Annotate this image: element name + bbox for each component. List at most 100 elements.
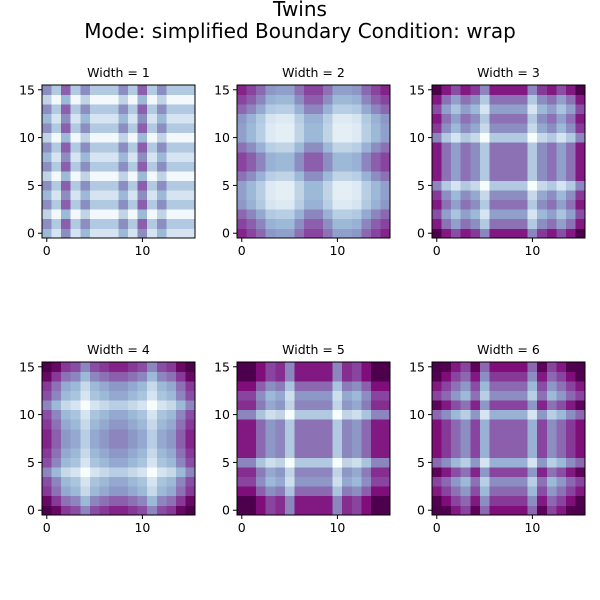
- heatmap-cell: [128, 390, 138, 401]
- heatmap-cell: [185, 132, 196, 143]
- heatmap-cell: [137, 85, 148, 95]
- heatmap-cell: [546, 438, 557, 449]
- heatmap-cell: [479, 123, 490, 134]
- heatmap-cell: [380, 505, 391, 516]
- heatmap-cell: [508, 371, 519, 382]
- heatmap-cell: [518, 142, 528, 153]
- heatmap-cell: [303, 142, 314, 153]
- heatmap-cell: [128, 409, 138, 420]
- heatmap-cell: [265, 390, 276, 401]
- heatmap-cell: [99, 199, 110, 210]
- heatmap-cell: [470, 476, 481, 487]
- heatmap-cell: [537, 362, 548, 372]
- heatmap-cell: [556, 199, 567, 210]
- heatmap-cell: [175, 457, 186, 468]
- heatmap-cell: [565, 400, 576, 411]
- heatmap-cell: [275, 409, 286, 420]
- heatmap-cell: [556, 161, 567, 172]
- heatmap-cell: [498, 438, 509, 449]
- heatmap-cell: [42, 400, 52, 411]
- heatmap-cell: [275, 104, 286, 115]
- heatmap-cell: [118, 448, 129, 458]
- heatmap-cell: [489, 371, 500, 382]
- heatmap-cell: [303, 104, 314, 115]
- heatmap-cell: [256, 113, 267, 124]
- heatmap-cell: [479, 448, 490, 458]
- heatmap-cell: [527, 457, 538, 468]
- heatmap-cell: [451, 486, 462, 497]
- heatmap-cell: [351, 180, 362, 191]
- heatmap-cells: [432, 362, 586, 516]
- heatmap-cell: [70, 104, 81, 115]
- heatmap-cell: [137, 209, 148, 220]
- heatmap-cell: [370, 209, 381, 220]
- heatmap-cell: [284, 505, 295, 516]
- heatmap-cell: [556, 218, 567, 229]
- heatmap-cell: [99, 467, 110, 478]
- y-tick-label: 5: [27, 178, 35, 193]
- heatmap-cell: [294, 228, 305, 239]
- heatmap-cell: [323, 362, 333, 372]
- heatmap-cell: [323, 457, 333, 468]
- heatmap-cell: [147, 438, 158, 449]
- heatmap-cell: [265, 85, 276, 95]
- heatmap-cell: [441, 104, 452, 115]
- heatmap-cell: [42, 409, 52, 420]
- heatmap-cell: [128, 142, 138, 153]
- heatmap-cell: [537, 495, 548, 506]
- heatmap-cell: [565, 428, 576, 439]
- heatmap-cell: [294, 495, 305, 506]
- heatmap-cell: [332, 94, 343, 105]
- heatmap-cell: [489, 486, 500, 497]
- heatmap-cell: [166, 132, 177, 143]
- heatmap-cell: [351, 428, 362, 439]
- heatmap-cell: [432, 218, 442, 229]
- heatmap-cell: [380, 409, 391, 420]
- heatmap-cell: [61, 209, 72, 220]
- heatmap-cell: [42, 161, 52, 172]
- heatmap-cell: [303, 199, 314, 210]
- heatmap-cell: [432, 132, 442, 143]
- heatmap-cell: [185, 180, 196, 191]
- x-tick-label: 10: [524, 243, 540, 258]
- heatmap-cell: [546, 505, 557, 516]
- heatmap-cell: [99, 409, 110, 420]
- heatmap-cell: [575, 199, 586, 210]
- heatmap-cell: [42, 467, 52, 478]
- heatmap-cell: [498, 505, 509, 516]
- heatmap-cell: [70, 362, 81, 372]
- heatmap-cell: [565, 419, 576, 430]
- y-tick-label: 10: [214, 130, 230, 145]
- heatmap-cell: [546, 476, 557, 487]
- heatmap-cell: [61, 123, 72, 134]
- heatmap-cell: [80, 467, 91, 478]
- heatmap-cell: [156, 209, 167, 220]
- heatmap-cell: [351, 438, 362, 449]
- heatmap-cell: [137, 171, 148, 181]
- heatmap-cell: [451, 505, 462, 516]
- heatmap-cell: [342, 132, 353, 143]
- heatmap-cell: [332, 142, 343, 153]
- heatmap-cell: [451, 190, 462, 201]
- heatmap-cell: [108, 218, 119, 229]
- heatmap-cell: [294, 161, 305, 172]
- y-tick-label: 0: [222, 503, 230, 518]
- heatmap-cell: [518, 409, 528, 420]
- heatmap-cell: [518, 495, 528, 506]
- heatmap-cell: [294, 94, 305, 105]
- heatmap-cell: [565, 180, 576, 191]
- heatmap-cell: [284, 209, 295, 220]
- heatmap-cell: [479, 161, 490, 172]
- heatmap-cell: [185, 486, 196, 497]
- heatmap-cell: [441, 390, 452, 401]
- heatmap-cell: [70, 209, 81, 220]
- heatmap-cell: [137, 180, 148, 191]
- heatmap-cell: [137, 448, 148, 458]
- heatmap-cell: [470, 180, 481, 191]
- heatmap-cell: [118, 123, 129, 134]
- heatmap-cell: [70, 495, 81, 506]
- heatmap-cell: [460, 448, 471, 458]
- heatmap-cell: [166, 428, 177, 439]
- heatmap-cell: [175, 419, 186, 430]
- heatmap-cell: [537, 132, 548, 143]
